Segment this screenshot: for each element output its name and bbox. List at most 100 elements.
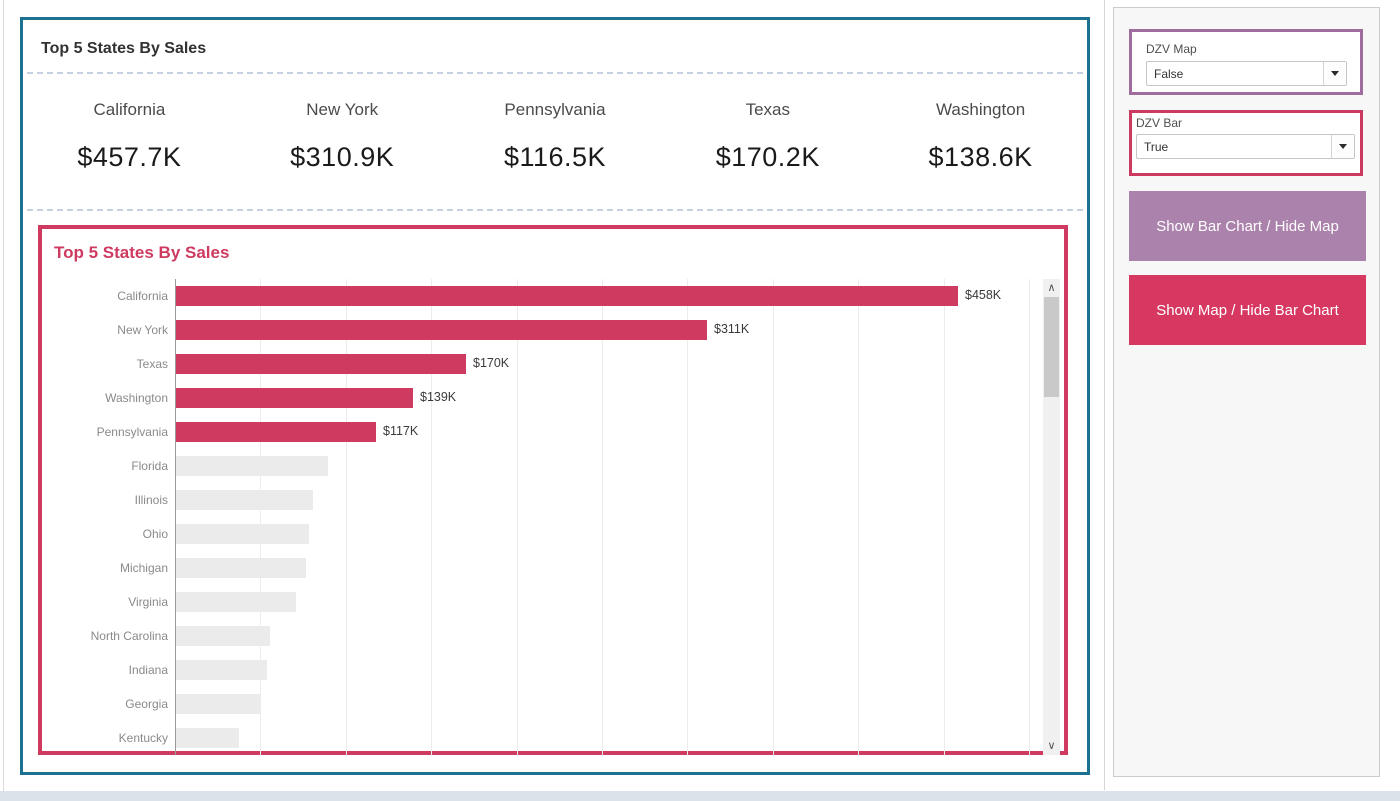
- scrollbar-down-arrow-icon[interactable]: ∨: [1047, 740, 1056, 752]
- show-map-button[interactable]: Show Map / Hide Bar Chart: [1129, 275, 1366, 345]
- gridline: [431, 279, 433, 755]
- dzv-bar-dropdown-value: True: [1144, 139, 1169, 154]
- gridline: [516, 279, 518, 755]
- bar-mark[interactable]: [176, 354, 466, 374]
- dashed-separator-top: [27, 72, 1083, 74]
- control-panel: DZV Map False DZV Bar True Show Bar Char…: [1113, 7, 1380, 777]
- show-bar-chart-button[interactable]: Show Bar Chart / Hide Map: [1129, 191, 1366, 261]
- bar-category-label: Michigan: [119, 561, 168, 575]
- gridline: [602, 279, 603, 755]
- kpi-state-name: New York: [306, 100, 379, 119]
- gridline: [858, 279, 860, 755]
- bar-mark[interactable]: [176, 524, 309, 544]
- bar-category-label: Ohio: [142, 527, 168, 541]
- bar-category-label: Pennsylvania: [96, 425, 168, 439]
- bar-category-label: California: [117, 289, 168, 303]
- kpi-sales-value: $116.5K: [503, 142, 607, 172]
- scrollbar-up-arrow-icon[interactable]: ∧: [1047, 282, 1056, 294]
- bar-value-label: $170K: [473, 356, 510, 370]
- bar-mark[interactable]: [176, 592, 296, 612]
- bar-mark[interactable]: [176, 660, 267, 680]
- bar-mark[interactable]: [176, 422, 376, 442]
- bar-value-label: $458K: [965, 288, 1002, 302]
- bar-category-label: Georgia: [125, 697, 168, 711]
- window-edge-line: [3, 0, 4, 791]
- bar-mark[interactable]: [176, 626, 270, 646]
- bar-row: Pennsylvania $117K: [42, 415, 1038, 449]
- bar-row: North Carolina: [42, 619, 1038, 653]
- bar-mark[interactable]: [176, 388, 413, 408]
- gridline: [345, 279, 347, 755]
- kpi-card: California $457.7K: [23, 86, 236, 206]
- kpi-state-name: Texas: [745, 100, 790, 119]
- dzv-bar-dropdown-arrow-icon[interactable]: [1331, 135, 1354, 158]
- vertical-scrollbar[interactable]: ∧ ∨: [1043, 279, 1060, 755]
- dzv-bar-label: DZV Bar: [1136, 116, 1183, 130]
- kpi-state-name: Pennsylvania: [504, 100, 606, 119]
- gridline: [772, 279, 774, 755]
- kpi-state-name: Washington: [936, 100, 1026, 119]
- bar-mark[interactable]: [176, 728, 239, 748]
- kpi-sales-value: $310.9K: [290, 142, 395, 172]
- bar-category-label: Washington: [105, 391, 168, 405]
- bar-category-label: Kentucky: [118, 731, 168, 745]
- bar-row: Georgia: [42, 687, 1038, 721]
- bar-category-label: Indiana: [128, 663, 168, 677]
- bar-mark[interactable]: [176, 286, 958, 306]
- gridline: [260, 279, 262, 755]
- kpi-row: California $457.7K New York $310.9K Pennsylv…: [23, 86, 1087, 206]
- dashboard-container: Top 5 States By Sales California $457.7K N…: [20, 17, 1090, 775]
- dzv-map-parameter: DZV Map False: [1129, 29, 1363, 95]
- bar-row: Virginia: [42, 585, 1038, 619]
- bar-mark[interactable]: [176, 320, 707, 340]
- bar-row: California $458K: [42, 279, 1038, 313]
- dashed-separator-bottom: [27, 209, 1083, 211]
- bar-value-label: $311K: [714, 322, 750, 336]
- bar-chart-plot-area: California $458K New York $311K Texas $170K Wa…: [42, 279, 1038, 755]
- dzv-bar-parameter: DZV Bar True: [1129, 110, 1363, 176]
- bar-row: Ohio: [42, 517, 1038, 551]
- bar-mark[interactable]: [176, 694, 260, 714]
- dzv-bar-dropdown[interactable]: True: [1136, 134, 1355, 159]
- bar-row: Washington $139K: [42, 381, 1038, 415]
- kpi-card: Pennsylvania $116.5K: [449, 86, 662, 206]
- kpi-state-name: California: [93, 100, 166, 119]
- dzv-map-dropdown-value: False: [1154, 66, 1184, 81]
- kpi-card: Washington $138.6K: [874, 86, 1087, 206]
- dzv-map-dropdown-arrow-icon[interactable]: [1323, 62, 1346, 85]
- bar-row: Florida: [42, 449, 1038, 483]
- bar-category-label: Florida: [131, 459, 168, 473]
- bar-mark[interactable]: [176, 490, 313, 510]
- y-axis-line: [175, 279, 176, 755]
- kpi-card: New York $310.9K: [236, 86, 449, 206]
- window-bottom-strip: [0, 791, 1400, 801]
- bar-chart-title: Top 5 States By Sales: [54, 243, 230, 262]
- panel-divider-line: [1104, 0, 1105, 790]
- bar-category-label: Virginia: [128, 595, 168, 609]
- bar-row: Illinois: [42, 483, 1038, 517]
- bar-value-label: $117K: [383, 424, 419, 438]
- kpi-sales-value: $138.6K: [928, 142, 1033, 172]
- kpi-sales-value: $170.2K: [715, 142, 820, 172]
- bar-mark[interactable]: [176, 558, 306, 578]
- bar-row: Texas $170K: [42, 347, 1038, 381]
- kpi-card: Texas $170.2K: [661, 86, 874, 206]
- bar-chart-container: Top 5 States By Sales California $458K New…: [38, 225, 1068, 755]
- dzv-map-dropdown[interactable]: False: [1146, 61, 1347, 86]
- kpi-sales-value: $457.7K: [77, 142, 182, 172]
- gridline: [687, 279, 689, 755]
- bar-row: Kentucky: [42, 721, 1038, 755]
- gridline: [1029, 279, 1030, 755]
- gridline: [943, 279, 945, 755]
- bar-category-label: North Carolina: [90, 629, 168, 643]
- bar-category-label: New York: [117, 323, 168, 337]
- bar-row: Michigan: [42, 551, 1038, 585]
- bar-row: New York $311K: [42, 313, 1038, 347]
- bar-value-label: $139K: [420, 390, 457, 404]
- bar-mark[interactable]: [176, 456, 328, 476]
- bar-category-label: Illinois: [134, 493, 168, 507]
- bar-category-label: Texas: [136, 357, 168, 371]
- bar-row: Indiana: [42, 653, 1038, 687]
- dzv-map-label: DZV Map: [1146, 42, 1197, 56]
- scrollbar-thumb[interactable]: [1044, 297, 1059, 397]
